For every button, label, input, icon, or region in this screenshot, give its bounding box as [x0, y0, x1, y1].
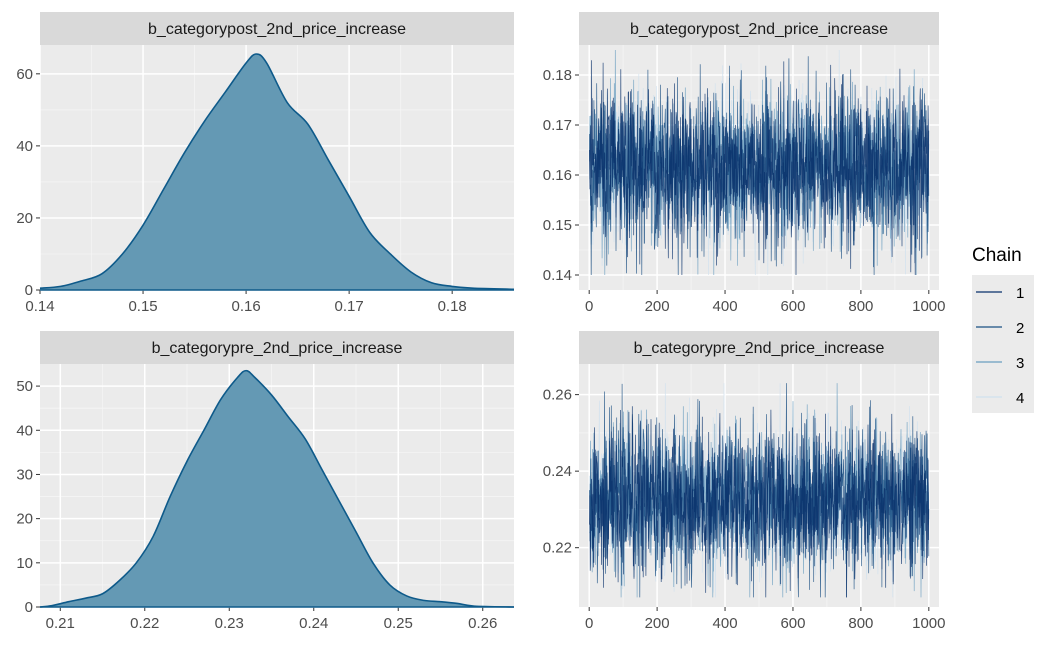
facet-strip [579, 331, 939, 364]
x-tick-label: 0.26 [468, 615, 497, 632]
y-tick-label: 30 [16, 466, 33, 483]
x-tick-label: 200 [645, 298, 670, 315]
y-tick-label: 0.18 [543, 67, 572, 84]
density-panel-post: b_categorypost_2nd_price_increase 0.14 0.… [16, 12, 515, 315]
y-tick-label: 0 [25, 282, 33, 299]
y-tick-label: 0.14 [543, 267, 572, 284]
legend-label-3: 3 [1016, 355, 1024, 372]
x-tick-label: 200 [645, 615, 670, 632]
facet-strip [579, 12, 939, 45]
legend: Chain 1 2 3 4 [972, 245, 1034, 413]
density-area [40, 54, 514, 290]
trace-line-chain-1 [589, 60, 930, 276]
density-panel-pre: b_categorypre_2nd_price_increase 0.21 0.2… [16, 331, 515, 632]
y-tick-label: 40 [16, 138, 33, 155]
x-tick-label: 0 [585, 298, 593, 315]
density-area [40, 370, 514, 607]
x-tick-label: 0.15 [128, 298, 157, 315]
x-tick-label: 0.18 [438, 298, 467, 315]
x-tick-label: 0 [585, 615, 593, 632]
legend-title: Chain [972, 245, 1022, 266]
trace-panel-post: b_categorypost_2nd_price_increase 0 200 40… [543, 12, 945, 315]
y-tick-label: 0.26 [543, 387, 572, 404]
y-tick-label: 20 [16, 210, 33, 227]
x-tick-label: 0.21 [46, 615, 75, 632]
y-tick-label: 50 [16, 378, 33, 395]
density-line [39, 369, 515, 608]
legend-label-4: 4 [1016, 390, 1024, 407]
x-tick-label: 400 [713, 615, 738, 632]
trace-panel-pre: b_categorypre_2nd_price_increase 0 200 400… [543, 331, 945, 632]
y-tick-label: 40 [16, 422, 33, 439]
x-tick-label: 1000 [912, 298, 945, 315]
x-tick-label: 600 [780, 298, 805, 315]
facet-strip [40, 12, 514, 45]
facet-strip-label: b_categorypost_2nd_price_increase [630, 21, 888, 38]
x-tick-label: 0.22 [130, 615, 159, 632]
x-tick-label: 400 [713, 298, 738, 315]
y-tick-label: 0.24 [543, 463, 572, 480]
x-tick-label: 800 [848, 615, 873, 632]
legend-key-background [972, 275, 1034, 413]
facet-strip-label: b_categorypre_2nd_price_increase [152, 340, 403, 357]
facet-strip-label: b_categorypost_2nd_price_increase [148, 21, 406, 38]
x-tick-label: 0.14 [25, 298, 54, 315]
x-tick-label: 0.17 [335, 298, 364, 315]
legend-label-1: 1 [1016, 285, 1024, 302]
x-tick-label: 0.24 [299, 615, 328, 632]
x-tick-label: 0.23 [215, 615, 244, 632]
facet-strip [40, 331, 514, 364]
trace-line-chain-1 [589, 406, 930, 598]
x-tick-label: 0.16 [231, 298, 260, 315]
x-tick-label: 1000 [912, 615, 945, 632]
x-tick-label: 800 [848, 298, 873, 315]
legend-label-2: 2 [1016, 320, 1024, 337]
y-tick-label: 0.16 [543, 167, 572, 184]
x-tick-label: 0.25 [384, 615, 413, 632]
y-tick-label: 20 [16, 511, 33, 528]
y-tick-label: 0.15 [543, 217, 572, 234]
y-tick-label: 0 [25, 599, 33, 616]
facet-strip-label: b_categorypre_2nd_price_increase [634, 340, 885, 357]
y-tick-label: 10 [16, 555, 33, 572]
density-line [39, 53, 515, 291]
y-tick-label: 60 [16, 66, 33, 83]
x-tick-label: 600 [780, 615, 805, 632]
y-tick-label: 0.22 [543, 540, 572, 557]
y-tick-label: 0.17 [543, 117, 572, 134]
